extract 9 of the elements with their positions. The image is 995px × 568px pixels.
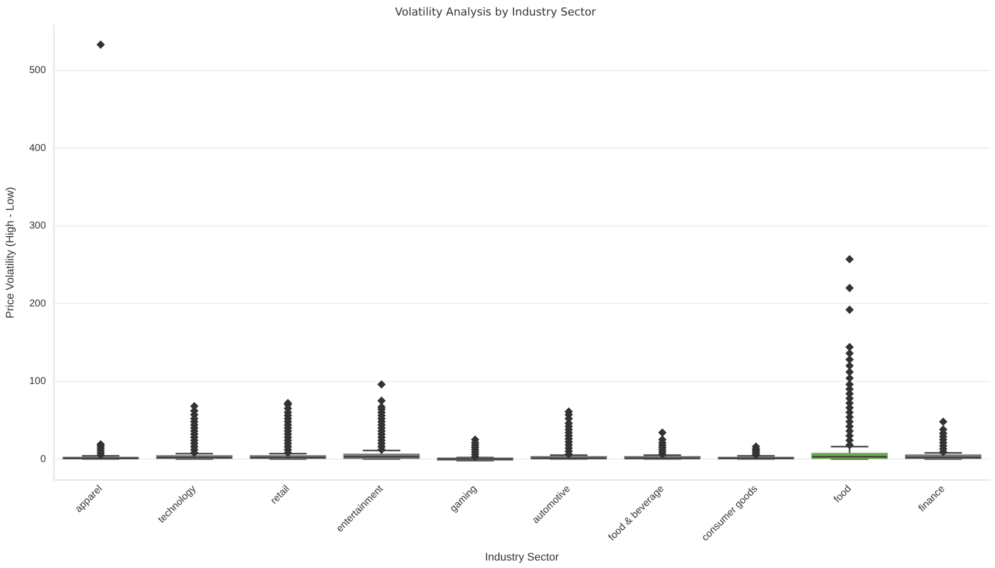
y-tick-label: 500 bbox=[29, 65, 46, 76]
y-tick-label: 400 bbox=[29, 142, 46, 154]
y-tick-label: 100 bbox=[29, 376, 46, 388]
chart-title: Volatility Analysis by Industry Sector bbox=[395, 5, 596, 18]
y-tick-label: 300 bbox=[29, 220, 46, 232]
x-axis-title: Industry Sector bbox=[484, 551, 560, 564]
y-tick-label: 200 bbox=[29, 298, 46, 310]
y-axis-title: Price Volatility (High - Low) bbox=[4, 186, 17, 318]
y-tick-label: 0 bbox=[40, 454, 46, 465]
